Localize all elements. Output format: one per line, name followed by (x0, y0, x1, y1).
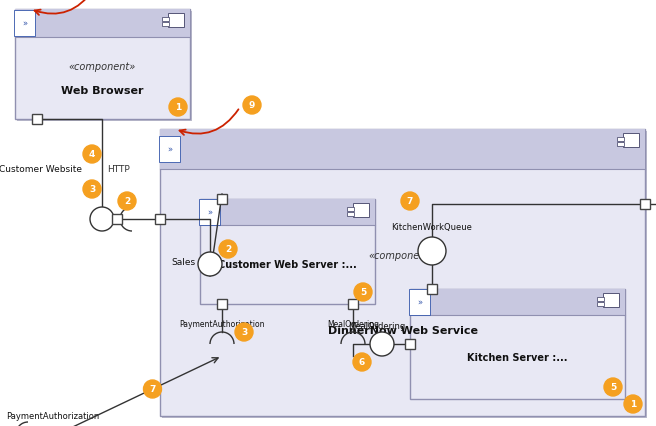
FancyBboxPatch shape (15, 10, 190, 38)
Text: HTTP: HTTP (107, 165, 130, 174)
Text: Customer Web Server :...: Customer Web Server :... (218, 260, 357, 270)
Text: »: » (417, 298, 422, 307)
Text: KitchenWorkQueue: KitchenWorkQueue (392, 222, 472, 231)
FancyBboxPatch shape (405, 339, 415, 349)
Text: MealOrdering: MealOrdering (348, 321, 405, 330)
Text: PaymentAuthorization: PaymentAuthorization (179, 319, 265, 328)
Text: Customer Website: Customer Website (0, 165, 82, 174)
FancyBboxPatch shape (617, 138, 624, 142)
Text: «component»: «component» (69, 61, 136, 72)
Circle shape (235, 323, 253, 341)
Text: MealOrdering: MealOrdering (327, 319, 379, 328)
Circle shape (83, 181, 101, 199)
FancyBboxPatch shape (427, 284, 437, 294)
FancyBboxPatch shape (162, 18, 169, 22)
FancyBboxPatch shape (112, 215, 122, 225)
Text: »: » (22, 20, 27, 29)
Circle shape (624, 395, 642, 413)
FancyBboxPatch shape (410, 289, 625, 399)
FancyBboxPatch shape (640, 199, 650, 210)
FancyBboxPatch shape (623, 134, 639, 148)
Text: Sales: Sales (172, 258, 196, 267)
Circle shape (370, 332, 394, 356)
FancyBboxPatch shape (410, 289, 625, 315)
Text: 3: 3 (241, 328, 247, 337)
Text: Kitchen Server :...: Kitchen Server :... (467, 352, 567, 362)
Circle shape (353, 353, 371, 371)
Circle shape (90, 207, 114, 231)
FancyBboxPatch shape (617, 143, 624, 147)
Circle shape (401, 193, 419, 210)
Circle shape (169, 99, 187, 117)
FancyBboxPatch shape (168, 14, 184, 28)
FancyBboxPatch shape (217, 195, 227, 204)
Text: 1: 1 (175, 103, 181, 112)
FancyBboxPatch shape (217, 299, 227, 309)
FancyBboxPatch shape (15, 10, 190, 120)
Text: 3: 3 (89, 185, 95, 194)
FancyBboxPatch shape (17, 12, 192, 122)
Text: 9: 9 (249, 101, 255, 110)
Circle shape (418, 237, 446, 265)
Circle shape (354, 283, 372, 301)
FancyBboxPatch shape (597, 297, 604, 301)
FancyBboxPatch shape (32, 115, 42, 125)
Circle shape (243, 97, 261, 115)
Circle shape (83, 146, 101, 164)
Circle shape (604, 378, 622, 396)
Text: 5: 5 (610, 383, 616, 391)
Text: 6: 6 (359, 358, 365, 367)
Text: 2: 2 (124, 197, 130, 206)
Text: »: » (207, 208, 212, 217)
FancyBboxPatch shape (347, 207, 354, 211)
Text: 1: 1 (630, 400, 636, 409)
FancyBboxPatch shape (347, 213, 354, 216)
FancyBboxPatch shape (348, 299, 358, 309)
FancyBboxPatch shape (160, 130, 645, 416)
FancyBboxPatch shape (603, 294, 619, 307)
Text: 5: 5 (360, 288, 366, 297)
Text: 7: 7 (150, 385, 155, 394)
FancyBboxPatch shape (200, 199, 375, 304)
Text: 4: 4 (89, 150, 95, 159)
Text: Web Browser: Web Browser (61, 86, 144, 96)
Circle shape (219, 240, 237, 259)
FancyBboxPatch shape (353, 204, 369, 218)
FancyBboxPatch shape (202, 201, 377, 306)
Text: »: » (167, 145, 172, 154)
FancyBboxPatch shape (412, 291, 627, 401)
FancyBboxPatch shape (597, 302, 604, 306)
Text: 7: 7 (407, 197, 413, 206)
Text: DinnerNow Web Service: DinnerNow Web Service (327, 325, 478, 335)
FancyBboxPatch shape (200, 199, 375, 225)
Text: «component»: «component» (369, 251, 436, 261)
Circle shape (118, 193, 136, 210)
Circle shape (198, 253, 222, 276)
FancyBboxPatch shape (155, 215, 165, 225)
Circle shape (144, 380, 161, 398)
FancyBboxPatch shape (162, 132, 647, 418)
Text: PaymentAuthorization: PaymentAuthorization (7, 411, 100, 420)
FancyBboxPatch shape (160, 130, 645, 170)
FancyBboxPatch shape (162, 23, 169, 27)
Text: 2: 2 (225, 245, 231, 254)
